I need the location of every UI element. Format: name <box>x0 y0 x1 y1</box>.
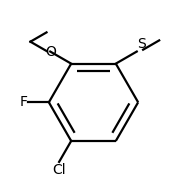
Text: S: S <box>137 37 146 51</box>
Text: Cl: Cl <box>52 163 66 177</box>
Text: F: F <box>19 95 27 109</box>
Text: O: O <box>45 45 56 59</box>
